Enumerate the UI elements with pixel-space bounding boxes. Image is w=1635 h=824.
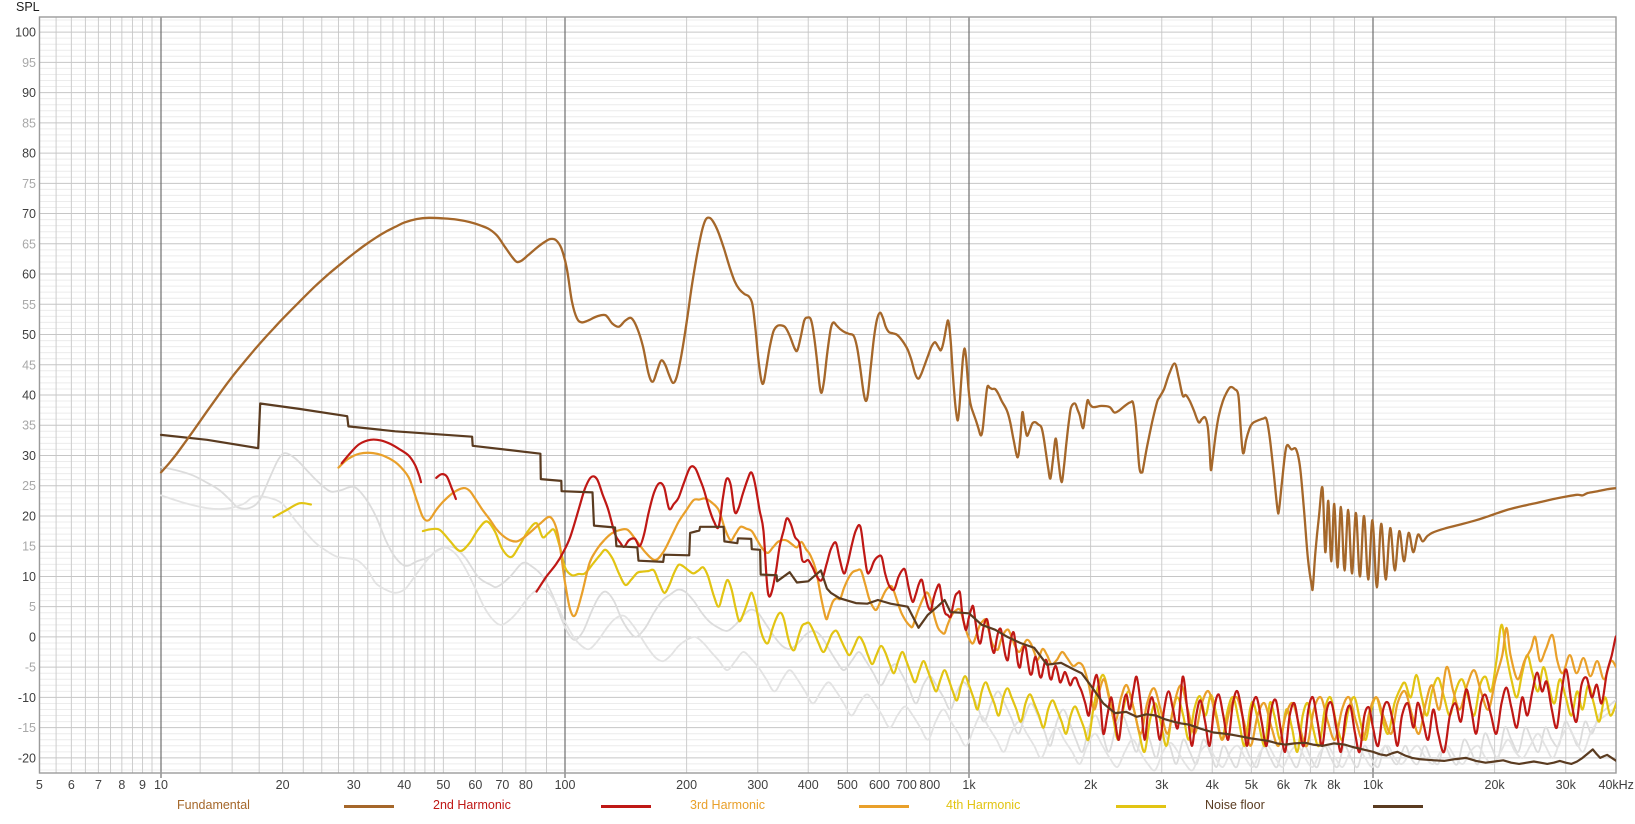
trace-noise-floor (159, 402, 1616, 765)
trace-2nd-harmonic (535, 465, 1616, 754)
gridlines (38, 16, 1617, 778)
y-tick-label: 60 (22, 268, 36, 282)
y-tick-label: 10 (22, 570, 36, 584)
x-tick-label: 7 (95, 778, 102, 792)
x-tick-label: 400 (798, 778, 819, 792)
y-tick-label: -10 (18, 691, 36, 705)
x-tick-label: 600 (869, 778, 890, 792)
legend-item-2nd-harmonic[interactable]: 2nd Harmonic (433, 798, 511, 812)
y-tick-label: 0 (29, 630, 36, 644)
x-tick-label: 10 (154, 778, 168, 792)
x-tick-label: 300 (747, 778, 768, 792)
y-tick-label: 45 (22, 358, 36, 372)
x-tick-label: 30k (1556, 778, 1577, 792)
y-tick-label: 100 (15, 26, 36, 40)
x-tick-label: 800 (919, 778, 940, 792)
y-tick-label: 40 (22, 389, 36, 403)
x-tick-label: 500 (837, 778, 858, 792)
trace-residual-1 (160, 452, 1616, 769)
y-tick-label: 85 (22, 116, 36, 130)
legend-swatch-2nd-harmonic[interactable] (601, 805, 651, 808)
x-tick-label: 60 (468, 778, 482, 792)
x-tick-label: 6 (68, 778, 75, 792)
x-tick-label: 5 (36, 778, 43, 792)
y-axis-title: SPL (16, 0, 40, 14)
x-tick-label: 40kHz (1599, 778, 1634, 792)
y-axis: 1009590858075706560555045403530252015105… (15, 26, 36, 766)
y-tick-label: 15 (22, 540, 36, 554)
trace-4th-harmonic (272, 501, 312, 519)
trace-fundamental (159, 216, 1616, 592)
x-tick-label: 4k (1206, 778, 1220, 792)
x-tick-label: 5k (1245, 778, 1259, 792)
legend-swatch-noise-floor[interactable] (1373, 805, 1423, 808)
x-tick-label: 8k (1327, 778, 1341, 792)
x-tick-label: 700 (896, 778, 917, 792)
x-tick-label: 7k (1304, 778, 1318, 792)
y-tick-label: 55 (22, 298, 36, 312)
legend-swatch-4th-harmonic[interactable] (1116, 805, 1166, 808)
trace-2nd-harmonic (340, 438, 423, 484)
trace-3rd-harmonic (337, 451, 1616, 748)
x-tick-label: 8 (118, 778, 125, 792)
x-tick-label: 1k (962, 778, 976, 792)
x-tick-label: 200 (676, 778, 697, 792)
y-tick-label: -15 (18, 721, 36, 735)
plot-area[interactable]: 1009590858075706560555045403530252015105… (0, 0, 1635, 796)
trace-residual-2 (160, 494, 1616, 772)
x-tick-label: 2k (1084, 778, 1098, 792)
legend-swatch-fundamental[interactable] (344, 805, 394, 808)
y-tick-label: 50 (22, 328, 36, 342)
x-tick-label: 20 (276, 778, 290, 792)
y-tick-label: 70 (22, 207, 36, 221)
x-tick-label: 80 (519, 778, 533, 792)
y-tick-label: 30 (22, 449, 36, 463)
x-axis: 5 6 7 8 9 10 20 30 40 50 60 70 80 100 200 300 400 500 600 7… (36, 778, 1634, 792)
legend: Fundamental 2nd Harmonic 3rd Harmonic 4th H… (0, 797, 1635, 817)
y-tick-label: -5 (25, 661, 36, 675)
y-tick-label: 80 (22, 147, 36, 161)
legend-swatch-3rd-harmonic[interactable] (859, 805, 909, 808)
x-tick-label: 30 (347, 778, 361, 792)
trace-4th-harmonic (421, 520, 1616, 753)
legend-item-fundamental[interactable]: Fundamental (177, 798, 250, 812)
y-tick-label: 75 (22, 177, 36, 191)
y-tick-label: 95 (22, 56, 36, 70)
x-tick-label: 20k (1485, 778, 1506, 792)
x-tick-label: 6k (1277, 778, 1291, 792)
trace-2nd-harmonic (435, 473, 457, 501)
y-tick-label: -20 (18, 751, 36, 765)
y-tick-label: 90 (22, 86, 36, 100)
x-tick-label: 10k (1363, 778, 1384, 792)
traces (159, 216, 1616, 772)
x-tick-label: 40 (397, 778, 411, 792)
y-tick-label: 35 (22, 419, 36, 433)
y-tick-label: 5 (29, 600, 36, 614)
x-tick-label: 70 (495, 778, 509, 792)
x-tick-label: 100 (555, 778, 576, 792)
y-tick-label: 25 (22, 479, 36, 493)
legend-item-4th-harmonic[interactable]: 4th Harmonic (946, 798, 1021, 812)
y-tick-label: 20 (22, 509, 36, 523)
y-tick-label: 65 (22, 237, 36, 251)
x-tick-label: 3k (1155, 778, 1169, 792)
x-tick-label: 9 (139, 778, 146, 792)
legend-item-3rd-harmonic[interactable]: 3rd Harmonic (690, 798, 766, 812)
x-tick-label: 50 (436, 778, 450, 792)
legend-item-noise-floor[interactable]: Noise floor (1205, 798, 1265, 812)
